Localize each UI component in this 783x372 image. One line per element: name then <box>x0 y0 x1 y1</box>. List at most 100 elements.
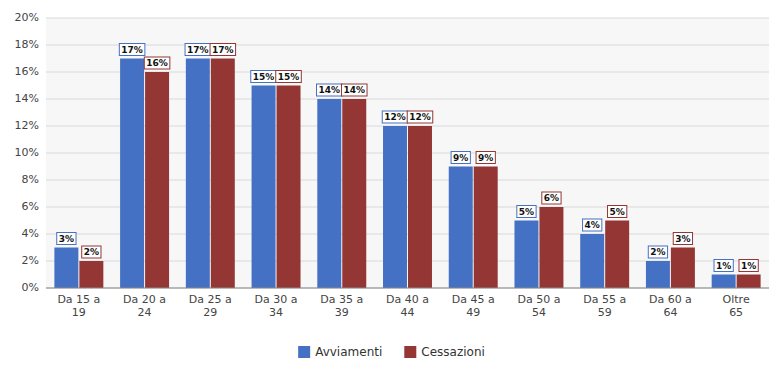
data-label: 2% <box>650 247 665 257</box>
data-label: 3% <box>59 234 74 244</box>
bar <box>145 72 169 288</box>
grid-line <box>46 18 769 19</box>
data-label-box <box>210 44 236 56</box>
data-label: 3% <box>675 234 690 244</box>
data-label: 9% <box>478 153 493 163</box>
data-label-box <box>382 111 408 123</box>
data-label-box <box>517 206 536 218</box>
x-tick-label-line: Da 50 a <box>517 293 560 306</box>
data-label: 1% <box>741 261 756 271</box>
data-label-box <box>341 84 367 96</box>
bar <box>252 86 276 289</box>
x-tick-label-line: Da 40 a <box>386 293 429 306</box>
data-label-box <box>451 152 470 164</box>
bar <box>186 59 210 289</box>
y-tick-label: 6% <box>22 200 39 213</box>
data-label: 5% <box>519 207 534 217</box>
bar <box>54 248 78 289</box>
x-tick-label-line: Da 55 a <box>583 293 626 306</box>
x-axis: Da 15 a19 Da 20 a24 Da 25 a29 Da 30 a34 Da 3… <box>57 293 750 319</box>
grid <box>46 18 769 288</box>
data-label-box <box>276 71 302 83</box>
y-tick-label: 14% <box>15 92 39 105</box>
chart-container: 0%2%4%6%8%10%12%14%16%18%20%3%17%17%15%1… <box>0 0 783 372</box>
x-tick-label: Da 35 a39 <box>320 293 363 319</box>
bar <box>737 275 761 289</box>
data-label-box <box>251 71 277 83</box>
bar <box>317 99 341 288</box>
x-tick-label-line: 59 <box>598 306 612 319</box>
x-axis-line <box>46 288 769 289</box>
x-tick-label-line: 39 <box>335 306 349 319</box>
x-tick-label-line: Oltre <box>723 293 750 306</box>
bar <box>646 261 670 288</box>
x-tick-label-line: 24 <box>138 306 152 319</box>
x-tick-label: Da 15 a19 <box>57 293 100 319</box>
bar <box>79 261 103 288</box>
data-label: 16% <box>146 58 168 68</box>
x-tick-label-line: 49 <box>466 306 480 319</box>
x-tick-label-line: Da 60 a <box>649 293 692 306</box>
data-label-box <box>82 246 101 258</box>
bars <box>54 59 760 289</box>
x-tick-label-line: 34 <box>269 306 283 319</box>
x-tick-label-line: Da 35 a <box>320 293 363 306</box>
x-tick-label: Da 40 a44 <box>386 293 429 319</box>
data-label-box <box>185 44 211 56</box>
x-tick-label-line: 65 <box>729 306 743 319</box>
data-label: 14% <box>319 85 341 95</box>
legend-label: Avviamenti <box>315 345 382 359</box>
x-tick-label-line: 44 <box>401 306 415 319</box>
data-label: 4% <box>585 220 600 230</box>
x-tick-label-line: 19 <box>72 306 86 319</box>
bar <box>408 126 432 288</box>
y-tick-label: 4% <box>22 227 39 240</box>
bar <box>211 59 235 289</box>
y-tick-label: 2% <box>22 254 39 267</box>
plot-background <box>46 18 769 288</box>
bar <box>514 221 538 289</box>
data-labels: 3%17%17%15%14%12%9%5%4%2%1%2%16%17%15%14… <box>57 44 759 272</box>
x-tick-label: Oltre65 <box>723 293 750 319</box>
bar <box>449 167 473 289</box>
data-label-box <box>119 44 145 56</box>
bar <box>120 59 144 289</box>
legend: AvviamentiCessazioni <box>298 345 485 359</box>
data-label-box <box>583 219 602 231</box>
y-tick-label: 10% <box>15 146 39 159</box>
bar <box>712 275 736 289</box>
data-label-box <box>673 233 692 245</box>
x-tick-label: Da 20 a24 <box>123 293 166 319</box>
legend-swatch <box>298 346 310 358</box>
y-tick-label: 16% <box>15 65 39 78</box>
legend-item: Avviamenti <box>298 345 382 359</box>
data-label: 17% <box>187 45 209 55</box>
x-tick-label: Da 45 a49 <box>452 293 495 319</box>
data-label: 15% <box>253 72 275 82</box>
chart-svg: 0%2%4%6%8%10%12%14%16%18%20%3%17%17%15%1… <box>0 0 783 372</box>
data-label-box <box>144 57 170 69</box>
y-tick-label: 20% <box>15 11 39 24</box>
x-tick-label-line: 29 <box>203 306 217 319</box>
x-tick-label: Da 30 a34 <box>255 293 298 319</box>
grid-line <box>46 45 769 46</box>
data-label: 12% <box>409 112 431 122</box>
x-tick-label: Da 25 a29 <box>189 293 232 319</box>
y-tick-label: 12% <box>15 119 39 132</box>
data-label-box <box>317 84 343 96</box>
bar <box>539 207 563 288</box>
bar <box>605 221 629 289</box>
x-tick-label: Da 55 a59 <box>583 293 626 319</box>
bar <box>342 99 366 288</box>
legend-swatch <box>404 346 416 358</box>
bar <box>671 248 695 289</box>
x-tick-label-line: Da 20 a <box>123 293 166 306</box>
data-label: 17% <box>212 45 234 55</box>
y-tick-label: 0% <box>22 281 39 294</box>
data-label: 2% <box>84 247 99 257</box>
data-label-box <box>407 111 433 123</box>
data-label: 15% <box>278 72 300 82</box>
data-label: 17% <box>121 45 143 55</box>
data-label-box <box>608 206 627 218</box>
data-label: 1% <box>716 261 731 271</box>
